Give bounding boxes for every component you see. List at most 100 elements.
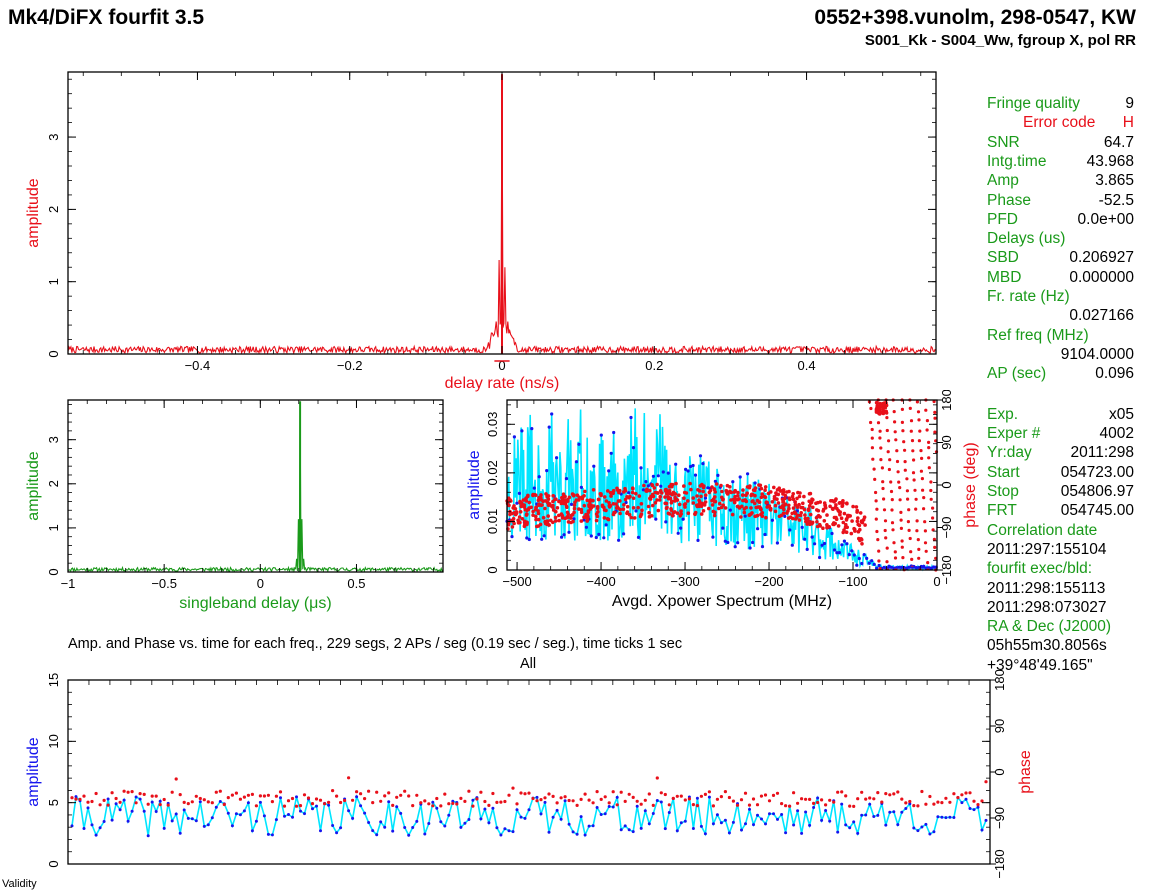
amplitude-point xyxy=(295,795,298,799)
y-tick-label: 0 xyxy=(46,568,61,575)
phase-point xyxy=(912,804,916,808)
phase-point xyxy=(912,478,916,482)
phase-point xyxy=(524,499,529,503)
phase-point xyxy=(901,429,905,433)
phase-point xyxy=(753,501,757,506)
amplitude-point xyxy=(647,822,651,826)
phase-point xyxy=(711,509,716,514)
amplitude-point xyxy=(768,812,771,816)
y-tick-label: 15 xyxy=(46,673,61,687)
phase-point xyxy=(565,510,570,515)
amplitude-point xyxy=(884,823,888,827)
phase-point xyxy=(254,804,258,808)
amplitude-point xyxy=(952,816,956,819)
amplitude-point xyxy=(74,795,78,799)
amplitude-point xyxy=(792,823,796,827)
phase-point xyxy=(383,794,387,798)
phase-point xyxy=(815,524,820,529)
amplitude-point xyxy=(972,808,976,812)
phase-point xyxy=(210,801,214,805)
info-value: 054745.00 xyxy=(1060,502,1134,520)
amplitude-point xyxy=(562,533,566,537)
phase-point xyxy=(809,501,813,505)
phase-point xyxy=(797,518,802,522)
phase-point xyxy=(655,498,659,502)
y-axis-label: amplitude xyxy=(25,737,42,806)
y-tick-label: 3 xyxy=(46,133,61,140)
phase-point xyxy=(712,487,717,492)
phase-point xyxy=(691,496,695,500)
phase-point xyxy=(234,791,238,795)
amplitude-point xyxy=(659,800,663,804)
phase-point xyxy=(874,490,878,495)
amplitude-point xyxy=(387,800,391,804)
phase-point xyxy=(719,483,723,488)
amplitude-point xyxy=(928,832,932,836)
info-value: 0.206927 xyxy=(1069,249,1134,267)
phase-point xyxy=(423,799,427,803)
phase-point xyxy=(750,492,754,497)
amplitude-point xyxy=(367,821,371,824)
amplitude-point xyxy=(691,463,695,468)
amplitude-point xyxy=(517,491,521,495)
phase-point xyxy=(363,797,367,801)
phase-point xyxy=(754,505,758,510)
phase-point xyxy=(924,549,928,553)
y2-axis-label: phase xyxy=(1017,750,1034,794)
phase-point xyxy=(875,407,880,411)
y2-tick-label: −90 xyxy=(939,516,954,538)
amplitude-point xyxy=(291,815,294,819)
amplitude-point xyxy=(550,412,554,416)
phase-point xyxy=(520,501,524,506)
phase-point xyxy=(736,504,740,509)
info-label: SBD xyxy=(987,249,1019,267)
amplitude-point xyxy=(936,815,940,819)
info-label: Amp xyxy=(987,172,1019,190)
phase-point xyxy=(697,498,701,502)
phase-point xyxy=(900,407,904,411)
y-tick-label: 5 xyxy=(46,799,61,806)
phase-point xyxy=(638,514,643,519)
phase-point xyxy=(650,492,655,497)
phase-point xyxy=(632,516,637,520)
phase-point xyxy=(194,794,198,798)
phase-point xyxy=(674,481,678,486)
phase-point xyxy=(879,458,883,462)
phase-point xyxy=(648,488,652,493)
amplitude-point xyxy=(896,823,900,827)
info-label: Exp. xyxy=(987,405,1019,423)
phase-point xyxy=(612,510,616,515)
phase-point xyxy=(534,517,538,522)
amplitude-point xyxy=(391,829,395,833)
phase-point xyxy=(520,517,525,521)
x-tick-label: −0.2 xyxy=(337,358,363,373)
amplitude-point xyxy=(202,824,206,828)
info-label: PFD xyxy=(987,210,1018,228)
phase-point xyxy=(431,804,435,808)
phase-point xyxy=(836,790,840,794)
phase-point xyxy=(114,796,118,801)
phase-point xyxy=(618,499,622,503)
phase-point xyxy=(190,800,194,804)
phase-point xyxy=(759,495,764,500)
y-axis-label: amplitude xyxy=(25,451,42,520)
amplitude-point xyxy=(964,797,968,801)
phase-point xyxy=(621,507,626,511)
phase-point xyxy=(804,797,808,801)
amplitude-point xyxy=(604,523,608,527)
phase-point xyxy=(94,791,98,796)
amplitude-point xyxy=(820,543,824,547)
amplitude-point xyxy=(515,808,519,812)
phase-point xyxy=(102,798,106,802)
phase-point xyxy=(776,501,781,505)
amplitude-point xyxy=(218,800,222,803)
phase-point xyxy=(932,802,936,806)
phase-point xyxy=(844,530,849,534)
phase-point xyxy=(728,485,732,489)
amplitude-point xyxy=(968,807,972,810)
phase-point xyxy=(591,504,596,508)
phase-point xyxy=(874,517,878,521)
phase-point xyxy=(625,504,630,509)
phase-point xyxy=(572,493,576,497)
phase-point xyxy=(710,498,714,503)
